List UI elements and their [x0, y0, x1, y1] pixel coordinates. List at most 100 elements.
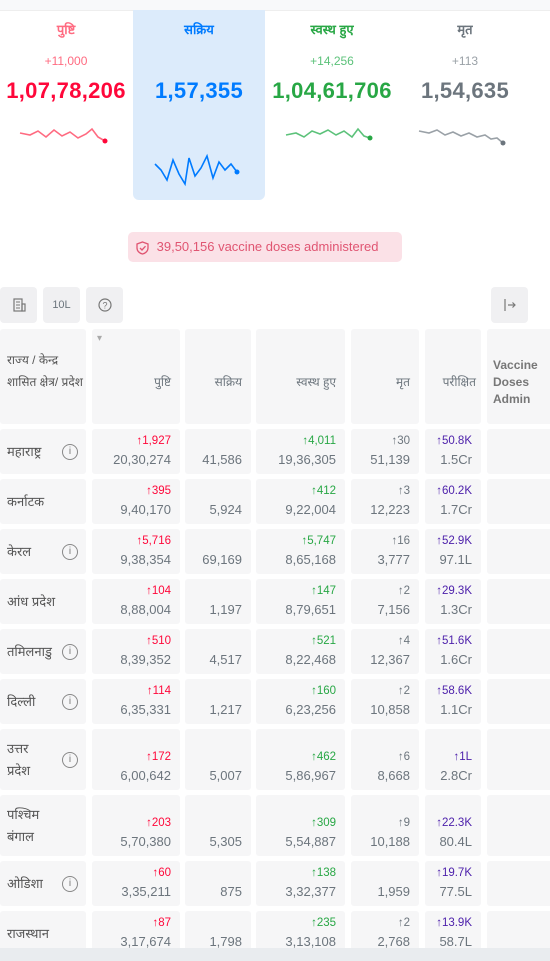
- total-value: 5,007: [209, 768, 242, 783]
- delta-value: ↑395: [146, 485, 171, 497]
- info-icon[interactable]: i: [62, 751, 78, 768]
- vaccine-doses-cell: [487, 679, 550, 724]
- delta-value: ↑50.8K: [436, 435, 472, 447]
- per-lakh-toggle-button[interactable]: 10L: [43, 287, 80, 323]
- state-name-cell[interactable]: तमिलनाडु i: [0, 629, 86, 674]
- value-cell-c: ↑60 3,35,211: [92, 861, 180, 906]
- header-state[interactable]: राज्य / केन्द्र शासित क्षेत्र/ प्रदेश: [0, 329, 86, 424]
- total-value: 20,30,274: [113, 452, 171, 467]
- header-label: राज्य / केन्द्र शासित क्षेत्र/ प्रदेश: [7, 353, 83, 389]
- state-name-cell[interactable]: महाराष्ट्र i: [0, 429, 86, 474]
- header-confirmed[interactable]: ▾ पुष्टि: [92, 329, 180, 424]
- header-deceased[interactable]: मृत: [351, 329, 419, 424]
- total-value: 10,858: [370, 702, 410, 717]
- total-value: 2.8Cr: [440, 768, 472, 783]
- level-total: 1,07,78,206: [6, 78, 126, 103]
- state-name-cell[interactable]: कर्नाटक: [0, 479, 86, 524]
- value-cell-d: ↑9 10,188: [351, 795, 419, 856]
- delta-value: ↑510: [146, 635, 171, 647]
- state-name: कर्नाटक: [7, 493, 45, 509]
- vaccine-doses-cell: [487, 795, 550, 856]
- header-vaccine-doses[interactable]: Vaccine Doses Admin: [487, 329, 550, 424]
- header-tested[interactable]: परीक्षित: [425, 329, 481, 424]
- value-cell-r: ↑412 9,22,004: [256, 479, 345, 524]
- value-cell-a: 69,169: [185, 529, 251, 574]
- help-button[interactable]: ?: [86, 287, 123, 323]
- value-cell-t: ↑60.2K 1.7Cr: [425, 479, 481, 524]
- state-name-cell[interactable]: ओडिशा i: [0, 861, 86, 906]
- state-name: आंध प्रदेश: [7, 593, 56, 609]
- total-value: 12,223: [370, 502, 410, 517]
- state-name: पश्चिम: [7, 806, 40, 822]
- state-name-cell[interactable]: पश्चिम बंगाल: [0, 795, 86, 856]
- vaccine-doses-cell: [487, 861, 550, 906]
- value-cell-d: ↑4 12,367: [351, 629, 419, 674]
- level-active[interactable]: सक्रिय 1,57,355: [133, 10, 265, 200]
- total-value: 2,768: [377, 934, 410, 949]
- total-value: 3,17,674: [120, 934, 171, 949]
- level-recovered[interactable]: स्वस्थ हुए +14,256 1,04,61,706: [266, 10, 398, 200]
- value-cell-a: 41,586: [185, 429, 251, 474]
- delta-value: ↑19.7K: [436, 867, 472, 879]
- delta-value: ↑51.6K: [436, 635, 472, 647]
- expand-table-button[interactable]: [491, 287, 528, 323]
- value-cell-a: 4,517: [185, 629, 251, 674]
- info-icon[interactable]: i: [62, 875, 78, 892]
- total-value: 8,39,352: [120, 652, 171, 667]
- total-value: 1,798: [209, 934, 242, 949]
- value-cell-a: 5,924: [185, 479, 251, 524]
- vaccine-doses-cell: [487, 479, 550, 524]
- value-cell-a: 875: [185, 861, 251, 906]
- state-name-cell[interactable]: केरल i: [0, 529, 86, 574]
- total-value: 1.6Cr: [440, 652, 472, 667]
- total-value: 9,40,170: [120, 502, 171, 517]
- info-icon[interactable]: i: [62, 643, 78, 660]
- total-value: 77.5L: [439, 884, 472, 899]
- total-value: 8,22,468: [285, 652, 336, 667]
- total-value: 8,79,651: [285, 602, 336, 617]
- total-value: 1.3Cr: [440, 602, 472, 617]
- delta-value: ↑172: [146, 751, 171, 763]
- district-toggle-button[interactable]: [0, 287, 37, 323]
- total-value: 12,367: [370, 652, 410, 667]
- recovered-sparkline: [285, 127, 373, 141]
- state-name: राजस्थान: [7, 925, 50, 941]
- delta-value: ↑4,011: [302, 435, 336, 447]
- bottom-strip: [0, 948, 550, 961]
- info-icon[interactable]: i: [62, 443, 78, 460]
- value-cell-r: ↑462 5,86,967: [256, 729, 345, 790]
- value-cell-d: ↑16 3,777: [351, 529, 419, 574]
- state-name-cell[interactable]: दिल्ली i: [0, 679, 86, 724]
- delta-value: ↑203: [146, 817, 171, 829]
- total-value: 5,70,380: [120, 834, 171, 849]
- vaccine-doses-badge: 39,50,156 vaccine doses administered: [128, 232, 402, 262]
- value-cell-t: ↑51.6K 1.6Cr: [425, 629, 481, 674]
- total-value: 19,36,305: [278, 452, 336, 467]
- header-recovered[interactable]: स्वस्थ हुए: [256, 329, 345, 424]
- value-cell-d: ↑30 51,139: [351, 429, 419, 474]
- total-value: 3,777: [377, 552, 410, 567]
- total-value: 1,959: [377, 884, 410, 899]
- delta-value: ↑1,927: [136, 435, 171, 447]
- level-deceased[interactable]: मृत +113 1,54,635: [399, 10, 531, 200]
- level-confirmed[interactable]: पुष्टि +11,000 1,07,78,206: [0, 10, 132, 200]
- state-name-cell[interactable]: आंध प्रदेश: [0, 579, 86, 624]
- vaccine-doses-cell: [487, 429, 550, 474]
- delta-value: ↑2: [397, 685, 410, 697]
- delta-value: ↑87: [152, 917, 171, 929]
- total-value: 8,668: [377, 768, 410, 783]
- state-name-cell[interactable]: उत्तर प्रदेश i: [0, 729, 86, 790]
- delta-value: ↑2: [397, 917, 410, 929]
- total-value: 8,88,004: [120, 602, 171, 617]
- delta-value: ↑29.3K: [436, 585, 472, 597]
- total-value: 9,38,354: [120, 552, 171, 567]
- svg-text:?: ?: [102, 301, 107, 311]
- header-active[interactable]: सक्रिय: [185, 329, 251, 424]
- delta-value: ↑30: [391, 435, 410, 447]
- deceased-sparkline: [418, 129, 506, 146]
- info-icon[interactable]: i: [62, 693, 78, 710]
- value-cell-d: ↑3 12,223: [351, 479, 419, 524]
- info-icon[interactable]: i: [62, 543, 78, 560]
- header-label: सक्रिय: [214, 375, 242, 389]
- value-cell-a: 5,305: [185, 795, 251, 856]
